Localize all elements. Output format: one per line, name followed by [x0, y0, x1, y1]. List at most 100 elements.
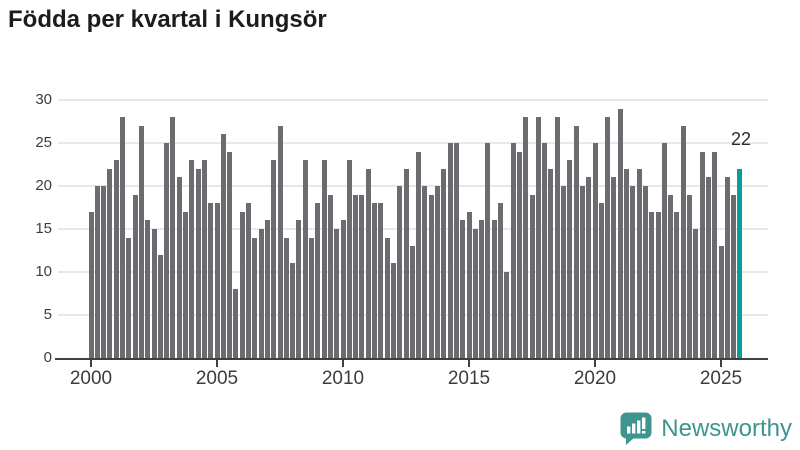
- bar: [504, 272, 510, 358]
- x-axis-tick: [90, 358, 92, 367]
- highlighted-bar: [737, 168, 743, 358]
- bar: [498, 203, 503, 358]
- bar: [453, 143, 459, 358]
- bar: [88, 211, 94, 358]
- bar: [699, 151, 705, 358]
- bar: [302, 160, 308, 358]
- bar: [183, 211, 188, 358]
- bar: [510, 143, 516, 358]
- newsworthy-logo[interactable]: Newsworthy: [619, 411, 792, 446]
- bar: [705, 177, 711, 358]
- bar: [668, 194, 674, 358]
- bar: [283, 237, 289, 358]
- bar: [94, 186, 100, 358]
- bar: [542, 143, 548, 358]
- bar: [731, 194, 737, 358]
- bar: [227, 151, 233, 358]
- x-axis-tick-label: 2010: [321, 368, 365, 389]
- bar: [334, 229, 340, 358]
- bar: [208, 203, 214, 358]
- bar: [309, 237, 314, 358]
- x-axis-tick-label: 2025: [699, 368, 743, 389]
- bar: [479, 220, 485, 358]
- bar: [327, 194, 333, 358]
- bar: [724, 177, 730, 358]
- x-axis-tick-label: 2005: [195, 368, 239, 389]
- bar: [428, 194, 434, 358]
- bar: [340, 220, 346, 358]
- bar: [611, 177, 617, 358]
- y-axis-tick-label: 0: [43, 349, 52, 366]
- y-axis-tick-label: 30: [35, 91, 52, 108]
- bar: [239, 211, 245, 358]
- bar: [164, 143, 170, 358]
- last-value-label: 22: [730, 129, 752, 149]
- bar: [435, 186, 440, 358]
- bar: [586, 177, 592, 358]
- bar: [561, 186, 566, 358]
- bar: [126, 237, 132, 358]
- bar: [687, 194, 692, 358]
- bar: [359, 194, 365, 358]
- bar: [523, 117, 529, 358]
- x-axis-tick: [342, 358, 344, 367]
- bar: [636, 168, 642, 358]
- bar: [403, 168, 409, 358]
- bar: [485, 143, 491, 358]
- newsworthy-logo-text: Newsworthy: [661, 414, 792, 442]
- bar: [516, 151, 522, 358]
- bar: [466, 211, 472, 358]
- bar: [605, 117, 611, 358]
- bar: [189, 160, 195, 358]
- y-axis-tick-label: 15: [35, 220, 52, 237]
- bar: [554, 117, 560, 358]
- bar: [296, 220, 302, 358]
- gridline: [58, 185, 768, 187]
- newsworthy-icon: [620, 412, 652, 445]
- bar: [378, 203, 384, 358]
- bar: [145, 220, 151, 358]
- bar: [315, 203, 321, 358]
- x-axis-tick: [216, 358, 218, 367]
- bar: [441, 168, 447, 358]
- bar: [271, 160, 277, 358]
- bar: [674, 211, 680, 358]
- bar: [529, 194, 535, 358]
- y-axis-tick-label: 25: [35, 134, 52, 151]
- x-axis-tick: [720, 358, 722, 367]
- bar: [138, 125, 144, 358]
- bar: [365, 168, 371, 358]
- bar: [246, 203, 251, 358]
- bar: [390, 263, 396, 358]
- bar: [397, 186, 403, 358]
- bar: [491, 220, 497, 358]
- bar: [422, 186, 428, 358]
- bar: [548, 168, 554, 358]
- bar: [264, 220, 270, 358]
- bar: [567, 160, 573, 358]
- bar: [680, 125, 686, 358]
- bar: [661, 143, 667, 358]
- bar: [346, 160, 352, 358]
- bar: [372, 203, 377, 358]
- x-axis-tick: [594, 358, 596, 367]
- x-axis-tick-label: 2000: [69, 368, 113, 389]
- bar: [233, 289, 239, 358]
- bar: [624, 168, 629, 358]
- x-axis-line: [55, 358, 768, 360]
- bar: [416, 151, 422, 358]
- bar: [460, 220, 466, 358]
- bar: [718, 246, 724, 358]
- bar: [220, 134, 226, 358]
- bar: [712, 151, 718, 358]
- bar: [195, 168, 201, 358]
- bar: [101, 186, 107, 358]
- gridline: [58, 99, 768, 101]
- chart-title: Födda per kvartal i Kungsör: [8, 6, 327, 33]
- bar: [447, 143, 453, 358]
- bar: [176, 177, 182, 358]
- bar: [617, 108, 623, 358]
- x-axis-tick-label: 2020: [573, 368, 617, 389]
